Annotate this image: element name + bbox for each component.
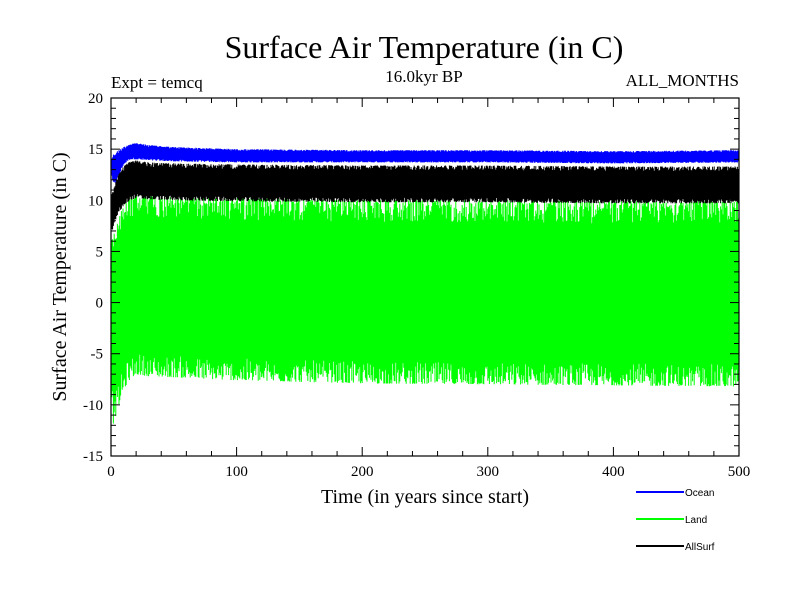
experiment-label: Expt = temcq bbox=[111, 73, 203, 92]
plot-frame bbox=[110, 97, 740, 457]
legend-item-allsurf: AllSurf bbox=[636, 542, 715, 553]
y-axis: -15 -10 -5 0 5 10 15 20 bbox=[83, 91, 739, 465]
y-tick-label: 20 bbox=[88, 91, 103, 107]
y-axis-label: Surface Air Temperature (in C) bbox=[49, 152, 71, 401]
x-tick-label: 200 bbox=[351, 464, 374, 480]
months-label: ALL_MONTHS bbox=[626, 71, 739, 90]
legend: Ocean Land AllSurf bbox=[636, 488, 715, 553]
x-axis: 0 100 200 300 400 500 bbox=[107, 98, 750, 480]
y-tick-label: -10 bbox=[83, 398, 103, 414]
legend-item-ocean: Ocean bbox=[636, 488, 714, 499]
y-tick-label: 0 bbox=[96, 296, 104, 312]
x-tick-label: 0 bbox=[107, 464, 115, 480]
series-allsurf bbox=[111, 160, 739, 232]
series-land bbox=[111, 194, 739, 424]
y-tick-label: 5 bbox=[96, 244, 104, 260]
x-tick-label: 500 bbox=[728, 464, 751, 480]
x-tick-label: 100 bbox=[225, 464, 248, 480]
legend-label: Land bbox=[685, 515, 707, 526]
x-axis-label: Time (in years since start) bbox=[321, 486, 529, 508]
chart-title: Surface Air Temperature (in C) bbox=[225, 29, 624, 65]
y-tick-label: 10 bbox=[88, 193, 103, 209]
series-layer bbox=[111, 143, 739, 424]
legend-label: AllSurf bbox=[685, 542, 715, 553]
x-tick-label: 400 bbox=[602, 464, 625, 480]
series-line-land bbox=[111, 194, 739, 424]
legend-item-land: Land bbox=[636, 515, 707, 526]
x-tick-label: 300 bbox=[477, 464, 500, 480]
series-line-ocean bbox=[111, 143, 739, 183]
series-ocean bbox=[111, 143, 739, 183]
y-tick-label: -5 bbox=[91, 347, 104, 363]
legend-label: Ocean bbox=[685, 488, 714, 499]
y-tick-label: -15 bbox=[83, 449, 103, 465]
chart-subtitle: 16.0kyr BP bbox=[385, 67, 462, 86]
y-tick-label: 15 bbox=[88, 142, 103, 158]
series-line-allsurf bbox=[111, 160, 739, 232]
